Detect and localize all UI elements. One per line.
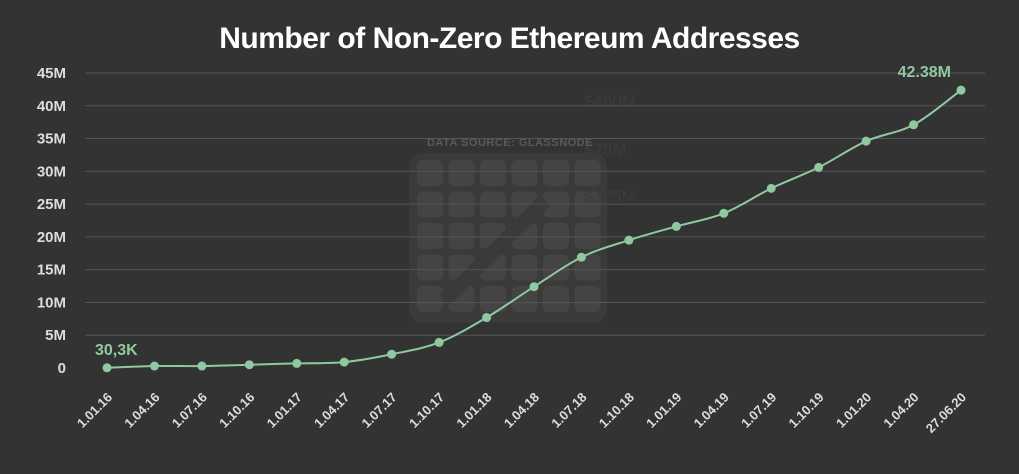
watermark-tile [511, 286, 538, 312]
y-tick-label: 20M [37, 229, 66, 246]
data-point [197, 361, 207, 371]
x-tick-label: 1.04.17 [311, 390, 352, 431]
data-point [624, 235, 634, 245]
x-tick-label: 1.10.18 [596, 390, 637, 431]
data-point [387, 349, 397, 359]
x-tick-label: 1.10.19 [786, 390, 827, 431]
watermark-tile [511, 254, 538, 281]
y-tick-label: 0 [58, 360, 66, 377]
x-tick-label: 1.04.19 [691, 390, 732, 431]
watermark-tile [417, 160, 443, 186]
y-tick-label: 5M [45, 327, 66, 344]
data-point [292, 358, 302, 368]
data-label: 42.38M [898, 64, 951, 81]
watermark-ghost-label: $125M [584, 187, 636, 206]
watermark-ghost-label: $78M [584, 140, 627, 159]
watermark-tile [417, 223, 443, 249]
y-tick-label: 40M [37, 98, 66, 115]
data-label: 30,3K [95, 342, 138, 359]
watermark-tile [480, 286, 506, 312]
data-point [482, 313, 492, 323]
x-tick-label: 1.07.17 [359, 390, 400, 431]
data-point [956, 85, 966, 95]
y-tick-label: 15M [37, 262, 66, 279]
x-axis-ticks: 1.01.16 1.04.16 1.07.16 1.10.16 1.01.17 1.04.… [74, 390, 969, 436]
x-tick-label: 1.07.16 [169, 390, 210, 431]
data-point [766, 183, 776, 193]
x-tick-label: 1.01.20 [833, 390, 874, 431]
x-tick-label: 1.01.17 [264, 390, 305, 431]
x-tick-label: 1.04.18 [501, 390, 542, 431]
watermark-tile [543, 160, 569, 186]
x-tick-label: 27.06.20 [923, 390, 969, 436]
data-point [861, 136, 871, 146]
x-tick-label: 1.01.16 [74, 390, 115, 431]
gridlines [85, 72, 985, 336]
watermark-slash [440, 195, 550, 305]
watermark-tile [448, 160, 475, 186]
data-point [529, 282, 539, 292]
y-axis-ticks: 0 5M 10M 15M 20M 25M 30M 35M 40M 45M [37, 65, 66, 377]
watermark-tile [417, 254, 443, 281]
y-tick-label: 30M [37, 163, 66, 180]
data-point [149, 361, 159, 371]
y-tick-label: 10M [37, 294, 66, 311]
watermark-tile [480, 160, 506, 186]
x-tick-label: 1.10.17 [406, 390, 447, 431]
watermark-tile [574, 160, 601, 186]
x-tick-label: 1.10.16 [216, 390, 257, 431]
watermark-tile [574, 223, 601, 249]
watermark-source: DATA SOURCE: GLASSNODE [427, 137, 593, 149]
annotations: 30,3K 42.38M [95, 64, 951, 359]
watermark-tile [543, 286, 569, 312]
data-point [909, 120, 919, 130]
data-point [244, 360, 254, 370]
x-tick-label: 1.04.16 [121, 390, 162, 431]
watermark-tile [511, 160, 538, 186]
x-tick-label: 1.07.19 [738, 390, 779, 431]
data-point [339, 357, 349, 367]
x-tick-label: 1.07.18 [548, 390, 589, 431]
watermark-ghost-label: $460M [584, 92, 636, 111]
data-point [576, 252, 586, 262]
x-tick-label: 1.04.20 [880, 390, 921, 431]
watermark-tile [543, 254, 569, 281]
data-point [814, 162, 824, 172]
watermark-tile [543, 223, 569, 249]
x-tick-label: 1.01.18 [453, 390, 494, 431]
watermark-tile [448, 223, 475, 249]
chart-title: Number of Non-Zero Ethereum Addresses [219, 22, 800, 55]
x-tick-label: 1.01.19 [643, 390, 684, 431]
watermark-tile [574, 286, 601, 312]
data-point [719, 208, 729, 218]
watermark: $460M $78M $125M DATA SOURCE: GLASSNODE [409, 92, 636, 323]
y-tick-label: 25M [37, 196, 66, 213]
data-points [102, 85, 966, 373]
data-point [434, 337, 444, 347]
y-tick-label: 35M [37, 131, 66, 148]
data-point [102, 363, 112, 373]
data-point [671, 221, 681, 231]
watermark-logo-grid [417, 160, 601, 312]
y-tick-label: 45M [37, 65, 66, 82]
watermark-tile [417, 286, 443, 312]
